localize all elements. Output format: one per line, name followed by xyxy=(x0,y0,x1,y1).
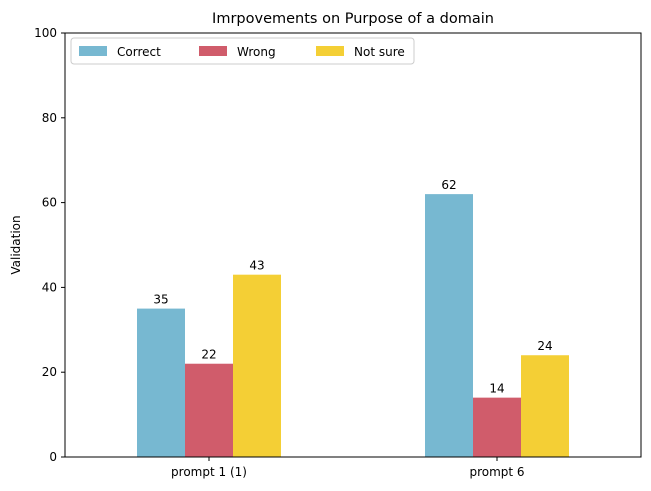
y-tick-label: 80 xyxy=(42,111,57,125)
y-tick-label: 20 xyxy=(42,365,57,379)
bar xyxy=(185,363,233,457)
legend-swatch xyxy=(199,46,227,56)
data-label: 35 xyxy=(153,293,168,307)
bar xyxy=(473,397,521,457)
legend-label: Not sure xyxy=(354,45,405,59)
axes-frame xyxy=(64,32,642,458)
y-tick-label: 40 xyxy=(42,280,57,294)
x-tick-label: prompt 1 (1) xyxy=(171,465,247,479)
y-tick-label: 100 xyxy=(34,26,57,40)
bar xyxy=(425,194,473,457)
chart-title: Imrpovements on Purpose of a domain xyxy=(212,11,494,27)
data-label: 14 xyxy=(489,382,504,396)
legend-swatch xyxy=(316,46,344,56)
y-axis-title: Validation xyxy=(9,215,23,274)
legend-label: Wrong xyxy=(237,45,276,59)
bar xyxy=(233,274,281,457)
y-tick-label: 0 xyxy=(49,450,57,464)
data-label: 43 xyxy=(249,259,264,273)
x-tick-label: prompt 6 xyxy=(469,465,524,479)
legend: Correct Wrong Not sure xyxy=(70,37,415,65)
legend-swatch xyxy=(79,46,107,56)
data-label: 22 xyxy=(201,348,216,362)
plot-area: 35 22 43 prompt 1 (1) 62 14 24 prompt 6 0 20 40 60 8… xyxy=(34,26,642,479)
bar xyxy=(137,308,185,457)
data-label: 62 xyxy=(441,178,456,192)
data-label: 24 xyxy=(537,339,552,353)
legend-label: Correct xyxy=(117,45,161,59)
legend-box xyxy=(70,37,415,65)
bar xyxy=(521,355,569,457)
y-tick-label: 60 xyxy=(42,196,57,210)
